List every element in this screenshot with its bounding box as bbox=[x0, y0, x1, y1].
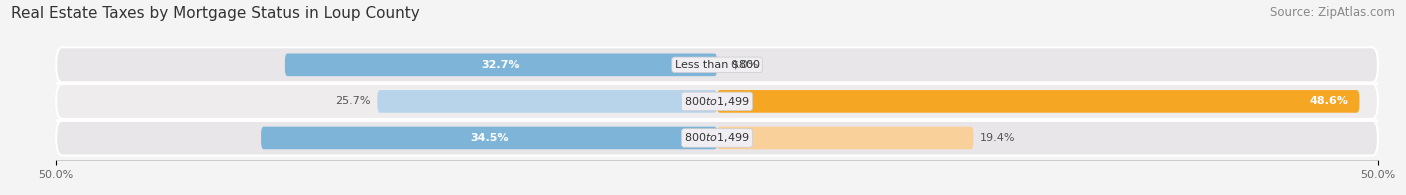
Text: 34.5%: 34.5% bbox=[470, 133, 509, 143]
FancyBboxPatch shape bbox=[377, 90, 717, 113]
Text: Real Estate Taxes by Mortgage Status in Loup County: Real Estate Taxes by Mortgage Status in … bbox=[11, 6, 420, 21]
FancyBboxPatch shape bbox=[56, 121, 1378, 156]
FancyBboxPatch shape bbox=[56, 47, 1378, 82]
Text: 0.0%: 0.0% bbox=[730, 60, 758, 70]
FancyBboxPatch shape bbox=[56, 84, 1378, 119]
FancyBboxPatch shape bbox=[285, 53, 717, 76]
Text: Less than $800: Less than $800 bbox=[675, 60, 759, 70]
FancyBboxPatch shape bbox=[717, 90, 1360, 113]
Text: 48.6%: 48.6% bbox=[1310, 96, 1348, 106]
Text: $800 to $1,499: $800 to $1,499 bbox=[685, 131, 749, 144]
Text: Source: ZipAtlas.com: Source: ZipAtlas.com bbox=[1270, 6, 1395, 19]
Text: 25.7%: 25.7% bbox=[335, 96, 371, 106]
Text: 32.7%: 32.7% bbox=[482, 60, 520, 70]
FancyBboxPatch shape bbox=[717, 127, 973, 149]
Text: $800 to $1,499: $800 to $1,499 bbox=[685, 95, 749, 108]
FancyBboxPatch shape bbox=[262, 127, 717, 149]
Text: 19.4%: 19.4% bbox=[980, 133, 1015, 143]
